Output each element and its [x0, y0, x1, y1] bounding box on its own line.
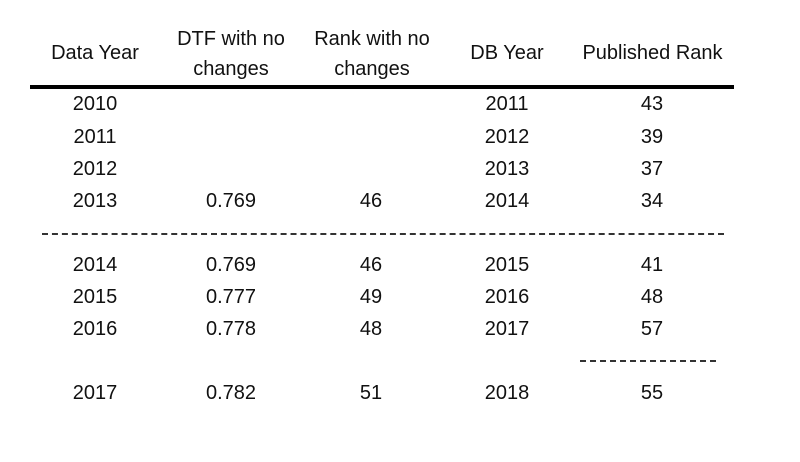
header-dtf: DTF with no changes [177, 28, 285, 80]
table-cell-db-year: 2011 [485, 93, 529, 115]
header-published-rank: Published Rank [582, 42, 723, 64]
table-cell-data-year: 2015 [72, 286, 118, 308]
header-data-year: Data Year [51, 42, 139, 64]
table-cell-dtf: 0.782 [205, 382, 257, 404]
table-cell-rank: 46 [359, 254, 383, 276]
table-cell-published-rank: 43 [640, 93, 664, 115]
table-cell-db-year: 2014 [484, 190, 530, 212]
table-cell-data-year: 2016 [72, 318, 118, 340]
table-cell-data-year: 2014 [72, 254, 118, 276]
table-cell-rank: 49 [359, 286, 383, 308]
table-cell-published-rank: 41 [640, 254, 664, 276]
table-cell-rank: 51 [359, 382, 383, 404]
table-cell-db-year: 2017 [484, 318, 530, 340]
published-rank-separator [580, 360, 716, 362]
table-cell-published-rank: 48 [640, 286, 664, 308]
table-cell-rank: 48 [359, 318, 383, 340]
row-group-separator [42, 233, 724, 235]
header-db-year: DB Year [470, 42, 544, 64]
table-cell-dtf: 0.777 [205, 286, 257, 308]
table-cell-db-year: 2015 [484, 254, 530, 276]
table-cell-published-rank: 57 [640, 318, 664, 340]
table-cell-data-year: 2013 [72, 190, 118, 212]
table-cell-published-rank: 34 [640, 190, 664, 212]
table-cell-published-rank: 39 [640, 126, 664, 148]
table-cell-dtf: 0.778 [205, 318, 257, 340]
table-cell-data-year: 2012 [72, 158, 118, 180]
header-rank: Rank with no changes [314, 28, 430, 80]
table-cell-db-year: 2016 [484, 286, 530, 308]
table-cell-published-rank: 55 [640, 382, 664, 404]
table-cell-db-year: 2013 [484, 158, 530, 180]
table-cell-data-year: 2011 [73, 126, 117, 148]
table-cell-data-year: 2017 [72, 382, 118, 404]
table-cell-dtf: 0.769 [205, 190, 257, 212]
table-cell-db-year: 2012 [484, 126, 530, 148]
header-rule [30, 85, 734, 89]
table-cell-rank: 46 [359, 190, 383, 212]
table-cell-published-rank: 37 [640, 158, 664, 180]
table-cell-dtf: 0.769 [205, 254, 257, 276]
table-cell-data-year: 2010 [72, 93, 118, 115]
table-cell-db-year: 2018 [484, 382, 530, 404]
